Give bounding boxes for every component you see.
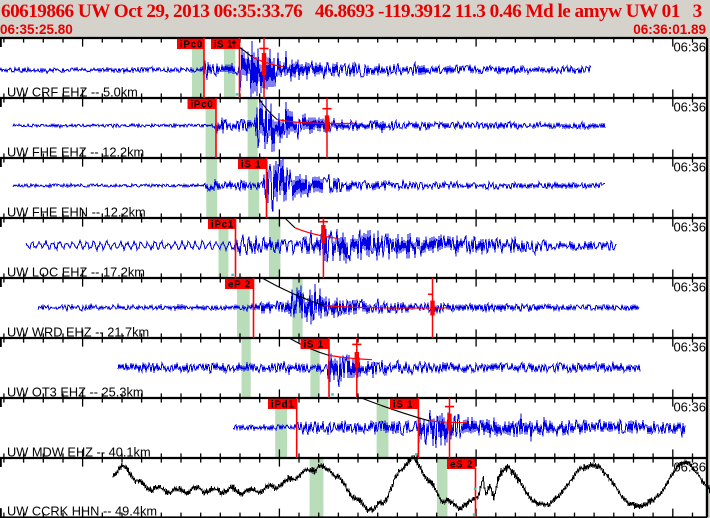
svg-text:UW MDW EHZ -- 40.1km: UW MDW EHZ -- 40.1km	[7, 445, 151, 460]
svg-text:iPc0: iPc0	[191, 100, 214, 111]
svg-text:06:36: 06:36	[673, 400, 706, 415]
svg-text:UW FHE EHN -- 12.2km: UW FHE EHN -- 12.2km	[7, 205, 146, 220]
svg-text:UW LOC EHZ -- 17.2km: UW LOC EHZ -- 17.2km	[7, 265, 145, 280]
svg-text:06:36: 06:36	[673, 280, 706, 295]
svg-text:iS 1: iS 1	[214, 40, 233, 51]
svg-text:UW CRF EHZ -- 5.0km: UW CRF EHZ -- 5.0km	[7, 85, 138, 100]
svg-text:UW OT3 EHZ -- 25.3km: UW OT3 EHZ -- 25.3km	[7, 385, 144, 400]
svg-text:06:36: 06:36	[673, 220, 706, 235]
svg-text:iS 1: iS 1	[241, 160, 261, 171]
svg-text:06:36: 06:36	[673, 100, 706, 115]
svg-text:eP 2: eP 2	[228, 280, 251, 291]
svg-text:UW CCRK HHN -- 49.4km: UW CCRK HHN -- 49.4km	[7, 504, 157, 518]
svg-text:06:36: 06:36	[673, 40, 706, 55]
svg-text:iPd1: iPd1	[271, 400, 295, 411]
svg-text:UW FHE EHZ -- 12.2km: UW FHE EHZ -- 12.2km	[7, 145, 144, 160]
svg-text:iPc1: iPc1	[211, 220, 234, 231]
svg-text:UW WRD EHZ -- 21.7km: UW WRD EHZ -- 21.7km	[7, 325, 149, 340]
svg-text:eS 2: eS 2	[450, 460, 473, 471]
svg-text:iPc0: iPc0	[180, 40, 203, 51]
svg-text:06:36: 06:36	[673, 160, 706, 175]
svg-text:06:36: 06:36	[673, 340, 706, 355]
svg-text:iS 1: iS 1	[393, 400, 413, 411]
svg-text:iS 1: iS 1	[304, 340, 324, 351]
